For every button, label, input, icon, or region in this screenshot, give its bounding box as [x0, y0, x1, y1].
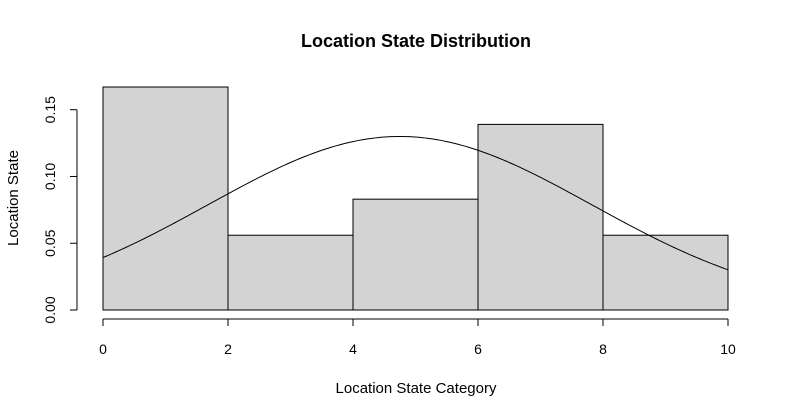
histogram-bar-1 — [102, 86, 229, 311]
density-curve — [102, 135, 729, 271]
x-tick-label: 10 — [720, 341, 736, 357]
x-tick-label: 0 — [99, 341, 107, 357]
y-tick-label: 0.05 — [42, 229, 58, 256]
chart-title: Location State Distribution — [301, 31, 531, 51]
histogram-bar-3 — [352, 198, 479, 311]
y-axis: 0.00 0.05 0.10 0.15 — [42, 96, 78, 324]
x-tick-label: 8 — [599, 341, 607, 357]
x-axis-label: Location State Category — [336, 380, 497, 397]
histogram-bar-4 — [477, 123, 604, 311]
histogram-bar-5 — [602, 234, 729, 311]
y-tick-label: 0.15 — [42, 96, 58, 123]
y-tick-label: 0.10 — [42, 163, 58, 190]
bars-group — [102, 86, 729, 311]
y-tick-label: 0.00 — [42, 296, 58, 323]
histogram-bar-2 — [227, 234, 354, 311]
x-tick-label: 2 — [224, 341, 232, 357]
x-tick-label: 4 — [349, 341, 357, 357]
y-axis-label: Location State — [5, 150, 22, 246]
x-tick-label: 6 — [474, 341, 482, 357]
x-axis: 0 2 4 6 8 10 — [99, 318, 736, 357]
